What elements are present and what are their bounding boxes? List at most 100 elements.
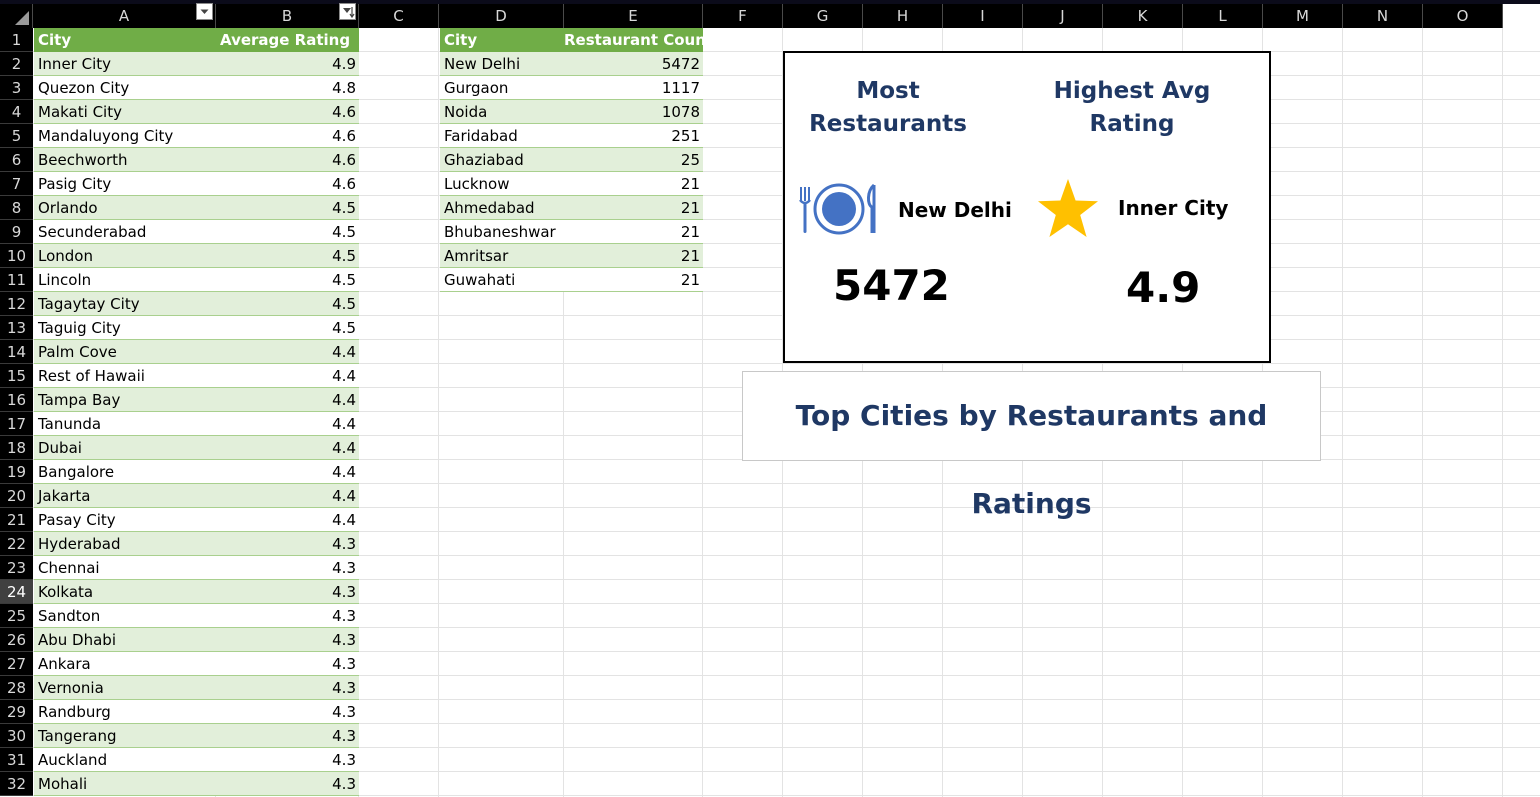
row-header-17[interactable]: 17 xyxy=(0,412,33,436)
row-header-5[interactable]: 5 xyxy=(0,124,33,148)
rating-table-rating-cell[interactable]: 4.9 xyxy=(216,52,359,76)
rating-table-city-cell[interactable]: Kolkata xyxy=(34,580,216,604)
rating-table-rating-cell[interactable]: 4.4 xyxy=(216,340,359,364)
rating-table-city-cell[interactable]: Mohali xyxy=(34,772,216,796)
column-header-o[interactable]: O xyxy=(1423,4,1503,28)
column-header-m[interactable]: M xyxy=(1263,4,1343,28)
row-header-22[interactable]: 22 xyxy=(0,532,33,556)
city-filter-button[interactable] xyxy=(196,3,213,20)
count-table-city-cell[interactable]: Bhubaneshwar xyxy=(440,220,564,244)
rating-table-rating-cell[interactable]: 4.3 xyxy=(216,628,359,652)
rating-table-city-cell[interactable]: Jakarta xyxy=(34,484,216,508)
count-table-city-cell[interactable]: New Delhi xyxy=(440,52,564,76)
count-table-city-cell[interactable]: Lucknow xyxy=(440,172,564,196)
rating-table-rating-cell[interactable]: 4.6 xyxy=(216,100,359,124)
count-table-count-cell[interactable]: 21 xyxy=(564,172,703,196)
rating-table-header-rating[interactable]: Average Rating xyxy=(216,28,359,52)
row-header-29[interactable]: 29 xyxy=(0,700,33,724)
column-header-n[interactable]: N xyxy=(1343,4,1423,28)
column-header-f[interactable]: F xyxy=(703,4,783,28)
row-header-24[interactable]: 24 xyxy=(0,580,33,604)
rating-table-city-cell[interactable]: Beechworth xyxy=(34,148,216,172)
count-table-city-cell[interactable]: Ahmedabad xyxy=(440,196,564,220)
rating-table-rating-cell[interactable]: 4.8 xyxy=(216,76,359,100)
row-header-27[interactable]: 27 xyxy=(0,652,33,676)
count-table-count-cell[interactable]: 1078 xyxy=(564,100,703,124)
count-table-count-cell[interactable]: 21 xyxy=(564,220,703,244)
row-header-9[interactable]: 9 xyxy=(0,220,33,244)
rating-table-city-cell[interactable]: Secunderabad xyxy=(34,220,216,244)
dashboard-title-box[interactable]: Top Cities by Restaurants and Ratings xyxy=(742,371,1321,520)
rating-table-city-cell[interactable]: Dubai xyxy=(34,436,216,460)
rating-table-city-cell[interactable]: Bangalore xyxy=(34,460,216,484)
rating-table-rating-cell[interactable]: 4.4 xyxy=(216,388,359,412)
rating-table-rating-cell[interactable]: 4.3 xyxy=(216,604,359,628)
count-table-city-cell[interactable]: Noida xyxy=(440,100,564,124)
rating-sort-button[interactable] xyxy=(339,3,356,20)
count-table-count-cell[interactable]: 1117 xyxy=(564,76,703,100)
count-table-count-cell[interactable]: 21 xyxy=(564,244,703,268)
count-table-header-city[interactable]: City xyxy=(440,28,564,52)
rating-table-rating-cell[interactable]: 4.4 xyxy=(216,364,359,388)
rating-table-rating-cell[interactable]: 4.4 xyxy=(216,508,359,532)
rating-table-rating-cell[interactable]: 4.6 xyxy=(216,148,359,172)
row-header-10[interactable]: 10 xyxy=(0,244,33,268)
row-header-32[interactable]: 32 xyxy=(0,772,33,796)
rating-table-city-cell[interactable]: Tanunda xyxy=(34,412,216,436)
rating-table-rating-cell[interactable]: 4.3 xyxy=(216,724,359,748)
rating-table-rating-cell[interactable]: 4.4 xyxy=(216,412,359,436)
count-table-count-cell[interactable]: 251 xyxy=(564,124,703,148)
rating-table-city-cell[interactable]: Ankara xyxy=(34,652,216,676)
rating-table-rating-cell[interactable]: 4.3 xyxy=(216,532,359,556)
row-header-21[interactable]: 21 xyxy=(0,508,33,532)
rating-table-rating-cell[interactable]: 4.5 xyxy=(216,244,359,268)
row-header-19[interactable]: 19 xyxy=(0,460,33,484)
column-header-c[interactable]: C xyxy=(359,4,439,28)
row-header-3[interactable]: 3 xyxy=(0,76,33,100)
rating-table-rating-cell[interactable]: 4.4 xyxy=(216,436,359,460)
rating-table-rating-cell[interactable]: 4.6 xyxy=(216,124,359,148)
column-header-j[interactable]: J xyxy=(1023,4,1103,28)
rating-table-rating-cell[interactable]: 4.3 xyxy=(216,772,359,796)
rating-table-city-cell[interactable]: Lincoln xyxy=(34,268,216,292)
rating-table-city-cell[interactable]: Auckland xyxy=(34,748,216,772)
rating-table-rating-cell[interactable]: 4.3 xyxy=(216,700,359,724)
column-header-i[interactable]: I xyxy=(943,4,1023,28)
row-header-30[interactable]: 30 xyxy=(0,724,33,748)
rating-table-rating-cell[interactable]: 4.3 xyxy=(216,556,359,580)
column-header-l[interactable]: L xyxy=(1183,4,1263,28)
rating-table-city-cell[interactable]: Hyderabad xyxy=(34,532,216,556)
row-header-2[interactable]: 2 xyxy=(0,52,33,76)
column-header-k[interactable]: K xyxy=(1103,4,1183,28)
rating-table-city-cell[interactable]: Tangerang xyxy=(34,724,216,748)
count-table-city-cell[interactable]: Gurgaon xyxy=(440,76,564,100)
column-header-d[interactable]: D xyxy=(439,4,564,28)
rating-table-rating-cell[interactable]: 4.6 xyxy=(216,172,359,196)
row-header-28[interactable]: 28 xyxy=(0,676,33,700)
count-table-city-cell[interactable]: Ghaziabad xyxy=(440,148,564,172)
select-all-corner[interactable] xyxy=(0,4,33,28)
rating-table-city-cell[interactable]: London xyxy=(34,244,216,268)
rating-table-city-cell[interactable]: Taguig City xyxy=(34,316,216,340)
row-header-4[interactable]: 4 xyxy=(0,100,33,124)
rating-table-city-cell[interactable]: Sandton xyxy=(34,604,216,628)
rating-table-rating-cell[interactable]: 4.5 xyxy=(216,220,359,244)
count-table-count-cell[interactable]: 25 xyxy=(564,148,703,172)
column-header-h[interactable]: H xyxy=(863,4,943,28)
rating-table-city-cell[interactable]: Chennai xyxy=(34,556,216,580)
row-header-8[interactable]: 8 xyxy=(0,196,33,220)
row-header-1[interactable]: 1 xyxy=(0,28,33,52)
row-header-11[interactable]: 11 xyxy=(0,268,33,292)
rating-table-rating-cell[interactable]: 4.4 xyxy=(216,460,359,484)
rating-table-rating-cell[interactable]: 4.3 xyxy=(216,580,359,604)
row-header-16[interactable]: 16 xyxy=(0,388,33,412)
rating-table-city-cell[interactable]: Mandaluyong City xyxy=(34,124,216,148)
count-table-city-cell[interactable]: Amritsar xyxy=(440,244,564,268)
rating-table-city-cell[interactable]: Palm Cove xyxy=(34,340,216,364)
rating-table-city-cell[interactable]: Vernonia xyxy=(34,676,216,700)
rating-table-city-cell[interactable]: Inner City xyxy=(34,52,216,76)
row-header-20[interactable]: 20 xyxy=(0,484,33,508)
rating-table-city-cell[interactable]: Abu Dhabi xyxy=(34,628,216,652)
rating-table-city-cell[interactable]: Pasig City xyxy=(34,172,216,196)
row-header-12[interactable]: 12 xyxy=(0,292,33,316)
